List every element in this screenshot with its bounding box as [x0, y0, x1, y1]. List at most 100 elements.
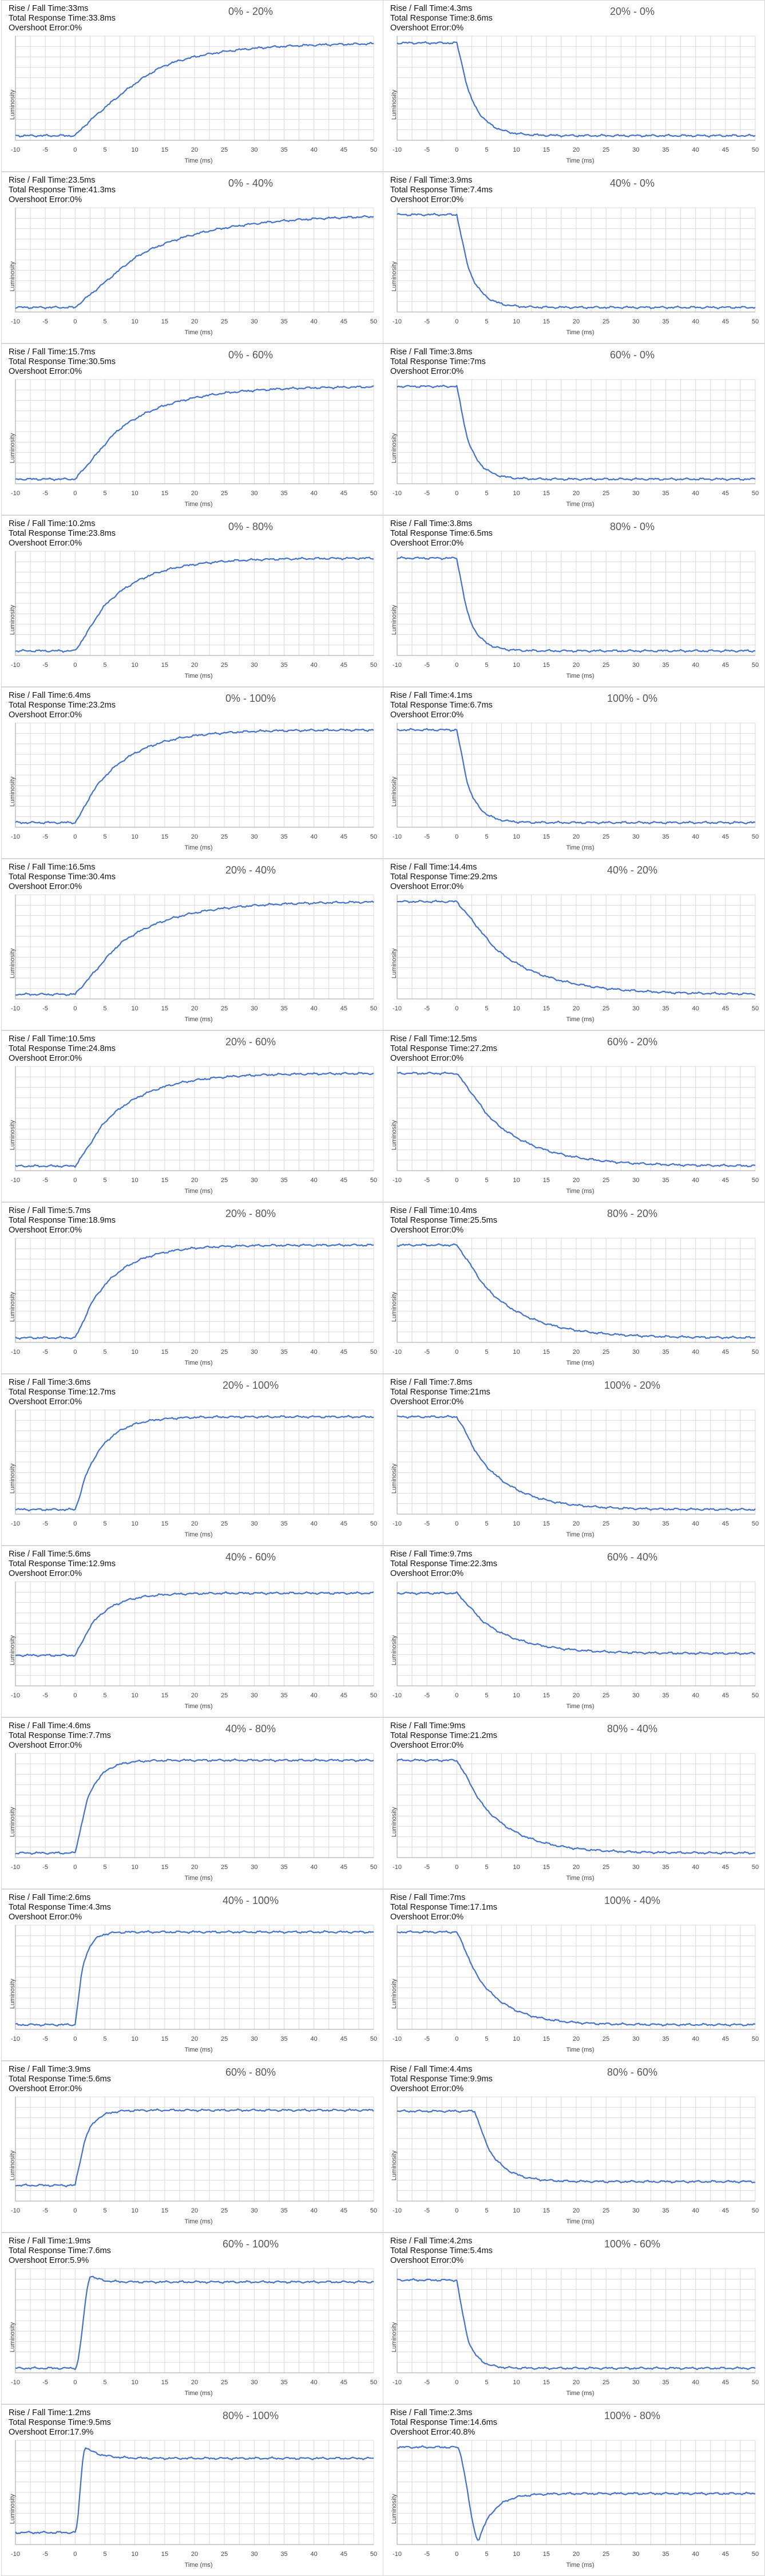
total-response-line: Total Response Time:4.3ms — [9, 1903, 111, 1913]
chart-svg: -10 -5 0 5 10 15 20 25 30 35 40 45 50 — [11, 379, 377, 497]
chart-panel: -10 -5 0 5 10 15 20 25 30 35 40 45 50 Rise / Fall Tim… — [1, 1546, 383, 1717]
x-tick-label: 25 — [221, 2379, 228, 2386]
x-tick-label: 10 — [132, 2379, 138, 2386]
x-tick-label: -10 — [11, 2207, 20, 2214]
x-tick-label: 45 — [340, 1864, 347, 1871]
x-tick-label: 45 — [340, 147, 347, 153]
chart-svg: -10 -5 0 5 10 15 20 25 30 35 40 45 50 — [393, 894, 759, 1012]
rise-fall-label: Rise / Fall Time: — [390, 2408, 450, 2417]
x-tick-label: -5 — [42, 2036, 48, 2042]
rise-fall-line: Rise / Fall Time:7ms — [390, 1893, 497, 1903]
total-response-line: Total Response Time:21.2ms — [390, 1731, 497, 1741]
overshoot-label: Overshoot Error: — [9, 1226, 70, 1235]
x-tick-label: -5 — [42, 147, 48, 153]
chart-panel: -10 -5 0 5 10 15 20 25 30 35 40 45 50 Rise / Fall Tim… — [383, 687, 765, 859]
stats-block: Rise / Fall Time:10.2ms Total Response Ti… — [9, 519, 116, 548]
x-tick-label: 30 — [632, 1349, 639, 1356]
x-tick-label: 15 — [543, 2036, 550, 2042]
total-response-value: 14.6ms — [470, 2418, 497, 2427]
chart-title: 0% - 100% — [225, 693, 276, 704]
x-tick-label: 15 — [161, 1177, 168, 1184]
overshoot-label: Overshoot Error: — [9, 195, 70, 204]
grid-lines — [397, 1409, 756, 1515]
y-axis-label: Luminosity — [9, 433, 16, 464]
x-tick-label: 0 — [73, 2379, 77, 2386]
total-response-label: Total Response Time: — [9, 357, 89, 366]
x-axis-label: Time (ms) — [566, 1531, 594, 1538]
x-tick-label: 40 — [692, 2207, 699, 2214]
total-response-value: 23.8ms — [88, 529, 116, 538]
rise-fall-line: Rise / Fall Time:2.6ms — [9, 1893, 111, 1903]
x-tick-label: 25 — [603, 1005, 609, 1012]
overshoot-value: 0% — [451, 1397, 464, 1406]
x-tick-label: 45 — [722, 2036, 729, 2042]
rise-fall-line: Rise / Fall Time:4.4ms — [390, 2065, 493, 2075]
rise-fall-label: Rise / Fall Time: — [9, 4, 68, 13]
y-axis-label: Luminosity — [391, 1463, 398, 1494]
x-tick-label: 50 — [370, 1864, 377, 1871]
rise-fall-label: Rise / Fall Time: — [390, 863, 450, 872]
overshoot-value: 0% — [70, 23, 82, 33]
x-tick-label: 35 — [280, 662, 287, 669]
x-tick-label: 5 — [485, 1692, 488, 1699]
grid-lines — [15, 551, 374, 656]
stats-block: Rise / Fall Time:7ms Total Response Time:… — [390, 1893, 497, 1922]
rise-fall-label: Rise / Fall Time: — [390, 1721, 450, 1730]
y-axis-label: Luminosity — [9, 1120, 16, 1151]
total-response-label: Total Response Time: — [390, 1559, 470, 1568]
stats-block: Rise / Fall Time:9.7ms Total Response Tim… — [390, 1550, 497, 1579]
total-response-value: 9.9ms — [470, 2075, 493, 2084]
chart-svg: -10 -5 0 5 10 15 20 25 30 35 40 45 50 — [11, 1925, 377, 2042]
rise-fall-value: 3.9ms — [449, 176, 473, 185]
x-tick-label: 25 — [603, 2036, 609, 2042]
x-axis-label: Time (ms) — [566, 157, 594, 164]
x-tick-label: 10 — [513, 318, 520, 325]
chart-panel: -10 -5 0 5 10 15 20 25 30 35 40 45 50 Rise / Fall Tim… — [1, 1030, 383, 1202]
rise-fall-line: Rise / Fall Time:3.6ms — [9, 1378, 116, 1388]
stats-block: Rise / Fall Time:10.5ms Total Response Ti… — [9, 1034, 116, 1064]
x-axis-label: Time (ms) — [184, 1016, 213, 1023]
x-tick-label: 5 — [485, 2551, 488, 2558]
x-tick-label: 40 — [311, 1177, 318, 1184]
x-tick-label: 0 — [73, 1177, 77, 1184]
rise-fall-line: Rise / Fall Time:3.8ms — [390, 347, 486, 357]
x-tick-label: 5 — [485, 833, 488, 840]
x-tick-label: 45 — [722, 1005, 729, 1012]
x-tick-label: 20 — [573, 490, 580, 497]
x-tick-label: 40 — [311, 2379, 318, 2386]
x-tick-label: -10 — [393, 1520, 402, 1527]
total-response-label: Total Response Time: — [390, 1731, 470, 1740]
grid-lines — [15, 35, 374, 141]
chart-svg: -10 -5 0 5 10 15 20 25 30 35 40 45 50 — [11, 1066, 377, 1184]
rise-fall-line: Rise / Fall Time:3.9ms — [9, 2065, 111, 2075]
stats-block: Rise / Fall Time:2.3ms Total Response Tim… — [390, 2408, 497, 2437]
x-tick-label: 30 — [632, 1692, 639, 1699]
x-tick-label: 0 — [455, 1005, 458, 1012]
x-tick-label: 20 — [191, 1005, 198, 1012]
total-response-value: 8.6ms — [470, 14, 493, 23]
total-response-line: Total Response Time:21ms — [390, 1388, 490, 1397]
x-tick-label: 5 — [103, 2036, 106, 2042]
chart-svg: -10 -5 0 5 10 15 20 25 30 35 40 45 50 — [393, 551, 759, 669]
x-tick-label: 25 — [603, 1520, 609, 1527]
rise-fall-label: Rise / Fall Time: — [390, 176, 450, 185]
x-tick-label: -10 — [11, 1864, 20, 1871]
overshoot-label: Overshoot Error: — [390, 1569, 452, 1578]
x-tick-label: 0 — [73, 1864, 77, 1871]
chart-title: 60% - 100% — [222, 2238, 279, 2250]
rise-fall-line: Rise / Fall Time:4.3ms — [390, 4, 493, 14]
chart-svg: -10 -5 0 5 10 15 20 25 30 35 40 45 50 — [393, 2440, 759, 2558]
x-tick-label: 30 — [632, 2379, 639, 2386]
x-tick-label: 20 — [191, 662, 198, 669]
x-tick-label: 45 — [722, 147, 729, 153]
x-tick-label: 25 — [603, 490, 609, 497]
luminosity-series-line — [15, 2108, 374, 2187]
overshoot-value: 0% — [451, 2256, 464, 2265]
x-tick-label: 10 — [132, 2207, 138, 2214]
x-tick-label: 45 — [722, 490, 729, 497]
rise-fall-value: 2.6ms — [68, 1893, 91, 1902]
x-tick-label: 20 — [191, 1864, 198, 1871]
grid-lines — [15, 1238, 374, 1343]
x-tick-label: 45 — [722, 662, 729, 669]
rise-fall-value: 9.7ms — [449, 1550, 473, 1559]
